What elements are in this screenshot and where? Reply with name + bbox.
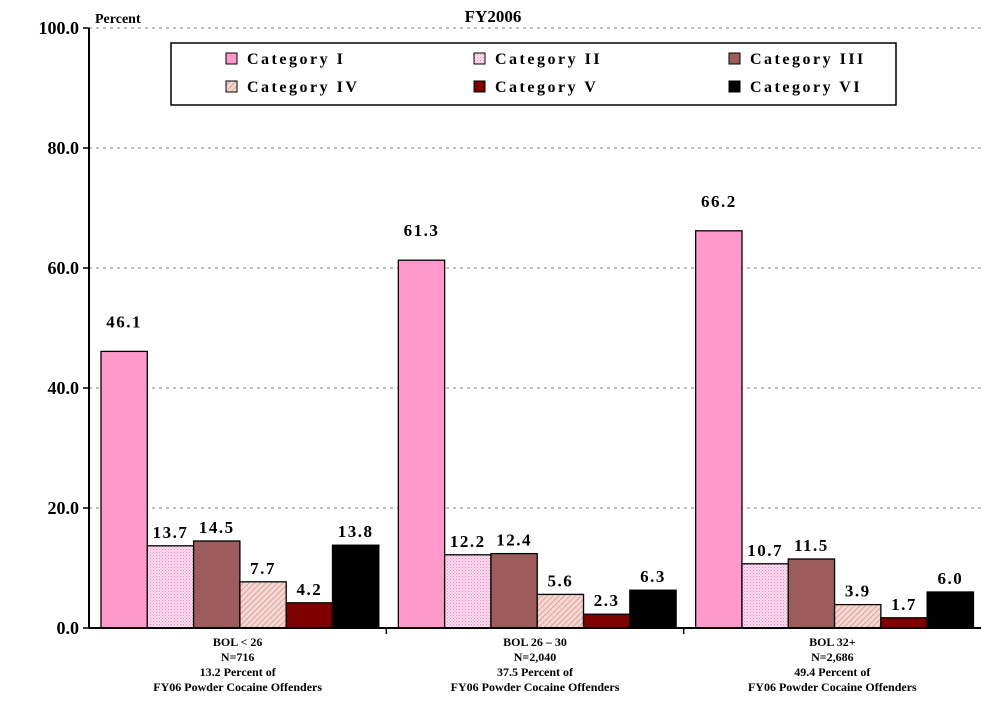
x-category-label: 37.5 Percent of <box>497 665 574 679</box>
bar-category-iv-1 <box>239 581 287 629</box>
bar-category-vi-1 <box>331 544 380 629</box>
x-category-label: FY06 Powder Cocaine Offenders <box>748 680 917 694</box>
data-label: 4.2 <box>296 580 322 599</box>
y-tick-label: 40.0 <box>48 378 80 398</box>
y-tick-label: 60.0 <box>48 258 80 278</box>
data-label: 2.3 <box>594 591 620 610</box>
y-tick-label: 0.0 <box>57 618 80 638</box>
data-label: 11.5 <box>794 536 829 555</box>
data-label: 6.3 <box>640 567 666 586</box>
legend-swatch <box>473 52 486 65</box>
y-axis-label: Percent <box>95 12 141 27</box>
gridlines <box>89 27 981 509</box>
bar-category-i-1 <box>100 350 148 629</box>
data-label: 61.3 <box>404 221 440 240</box>
y-tick-label: 20.0 <box>48 498 80 518</box>
bar-category-ii-3 <box>741 563 789 629</box>
data-labels: 46.1 13.7 14.5 7.7 4.2 13.8 61.3 12.2 12.4 5.6 2.3… <box>106 192 963 614</box>
data-label: 1.7 <box>891 595 917 614</box>
bar-category-ii-2 <box>443 554 492 629</box>
bar-category-vi-3 <box>926 591 975 629</box>
bar-category-vi-2 <box>629 589 677 629</box>
legend-entry: Category VI <box>750 79 862 96</box>
x-category-label: 49.4 Percent of <box>794 665 871 679</box>
data-label: 5.6 <box>548 571 574 590</box>
legend-swatch <box>225 80 238 93</box>
axes: 0.0 20.0 40.0 60.0 80.0 100.0 <box>39 18 981 638</box>
data-label: 46.1 <box>106 312 142 331</box>
data-label: 3.9 <box>845 582 871 601</box>
data-label: 14.5 <box>199 518 235 537</box>
x-category-label: BOL 32+ <box>809 635 856 649</box>
x-category-label: FY06 Powder Cocaine Offenders <box>153 680 322 694</box>
data-label: 6.0 <box>937 569 963 588</box>
data-label: 13.8 <box>338 522 374 541</box>
data-label: 13.7 <box>153 523 189 542</box>
y-tick-label: 100.0 <box>39 18 80 38</box>
bar-category-iii-2 <box>490 552 538 629</box>
bars-group <box>100 230 975 629</box>
x-category-label: N=716 <box>221 650 255 664</box>
legend-swatch <box>728 52 741 65</box>
bar-category-iii-3 <box>787 558 836 629</box>
x-category-label: N=2,040 <box>514 650 557 664</box>
bar-category-iv-3 <box>833 603 882 629</box>
y-tick-label: 80.0 <box>48 138 80 158</box>
bar-category-iv-2 <box>536 593 585 629</box>
bar-category-i-3 <box>695 230 743 629</box>
legend-entry: Category V <box>495 79 598 96</box>
legend-swatch <box>473 80 486 93</box>
x-category-label: FY06 Powder Cocaine Offenders <box>451 680 620 694</box>
data-label: 10.7 <box>747 541 783 560</box>
bar-category-v-2 <box>582 613 631 629</box>
legend-entry: Category IV <box>247 79 359 96</box>
legend-swatch <box>728 80 741 93</box>
legend: Category I Category II Category III Categor… <box>170 42 897 106</box>
legend-entry: Category II <box>495 51 602 68</box>
x-category-label: BOL 26 – 30 <box>503 635 567 649</box>
legend-entry: Category I <box>247 51 345 68</box>
data-label: 12.4 <box>496 531 532 550</box>
bar-category-i-2 <box>397 259 446 629</box>
bar-category-ii-1 <box>146 545 195 629</box>
bar-category-iii-1 <box>192 540 241 629</box>
data-label: 7.7 <box>250 559 276 578</box>
legend-box <box>170 42 897 106</box>
x-category-label: BOL < 26 <box>213 635 263 649</box>
data-label: 12.2 <box>450 532 486 551</box>
legend-entry: Category III <box>750 51 866 68</box>
data-label: 66.2 <box>701 192 737 211</box>
x-category-label: N=2,686 <box>811 650 854 664</box>
bar-category-v-1 <box>285 602 334 629</box>
x-category-label: 13.2 Percent of <box>200 665 277 679</box>
legend-swatch <box>225 52 238 65</box>
chart-title: FY2006 <box>465 7 522 26</box>
bar-category-v-3 <box>880 617 928 629</box>
